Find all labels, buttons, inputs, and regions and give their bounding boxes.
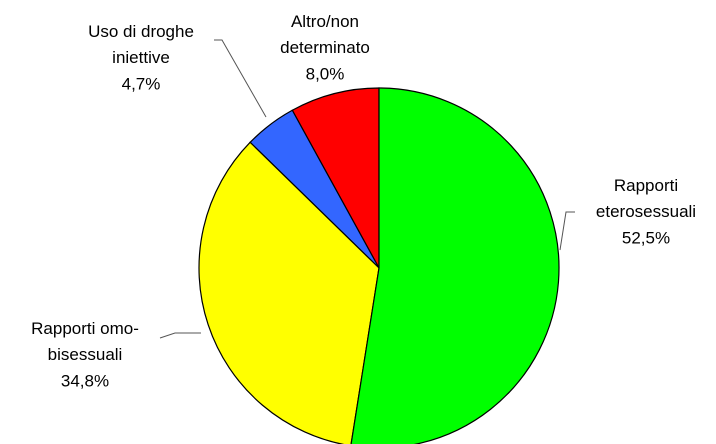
category-label: Rapporti eterosessuali [596, 176, 696, 221]
leader-line [214, 39, 267, 118]
value-label: 8,0% [306, 64, 345, 83]
leader-line [559, 211, 575, 251]
category-label: Altro/non determinato [280, 12, 370, 57]
pie-slice [350, 87, 560, 444]
pie-slice [291, 87, 380, 269]
leader-line [159, 332, 201, 339]
pie-slice [198, 141, 380, 444]
value-label: 52,5% [622, 228, 670, 247]
category-label: Uso di droghe iniettive [88, 22, 194, 67]
value-label: 4,7% [122, 74, 161, 93]
category-label: Rapporti omo-bisessuali [31, 319, 139, 364]
value-label: 34,8% [61, 371, 109, 390]
